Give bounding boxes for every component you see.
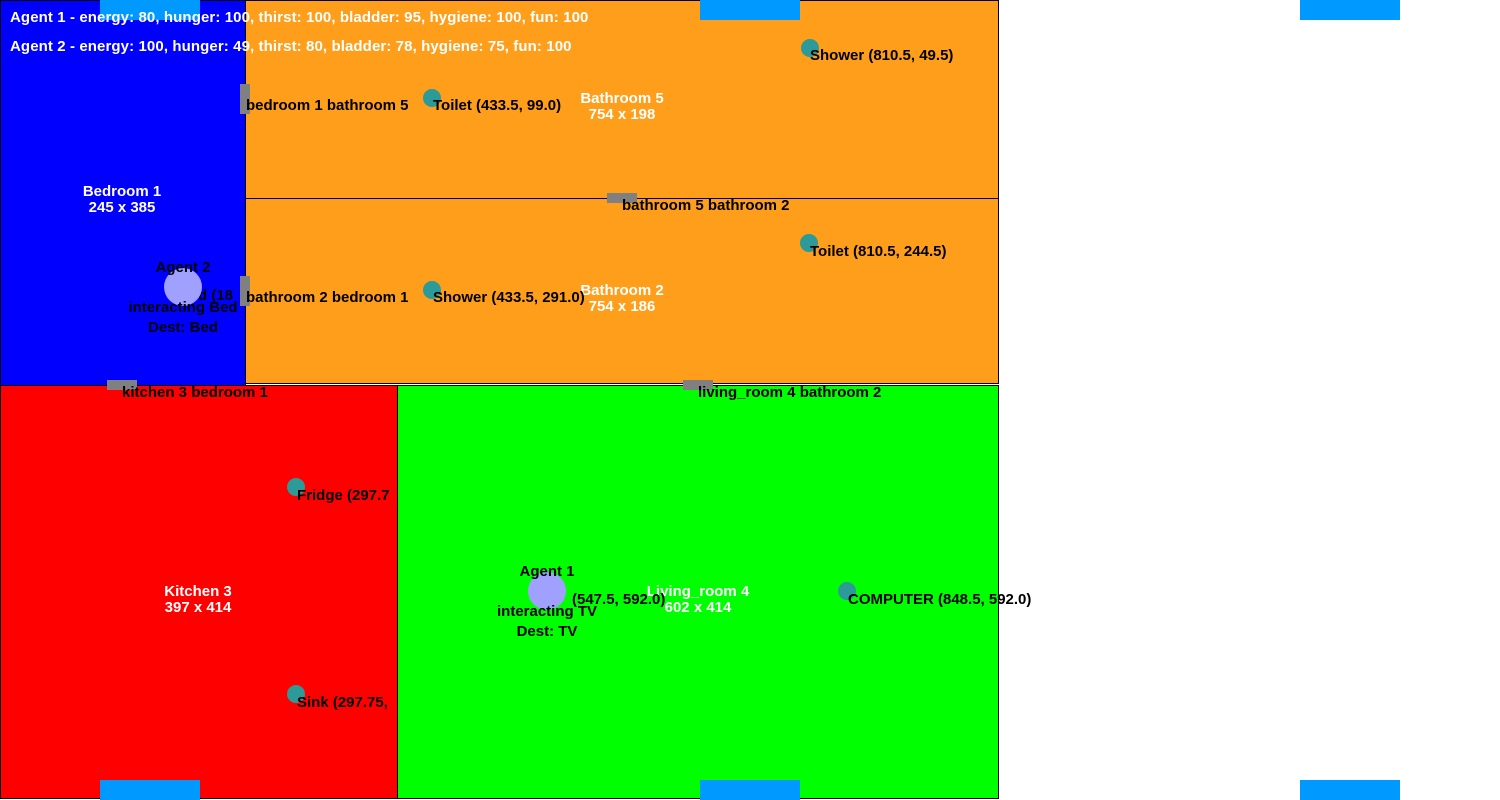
door-label-bedroom1-bathroom5: bedroom 1 bathroom 5 [246, 97, 409, 114]
door-living4-bathroom2[interactable] [683, 380, 713, 390]
agent-1-avatar[interactable] [528, 572, 566, 610]
fridge-icon[interactable] [287, 478, 305, 496]
agent-1-status: interacting TV [496, 603, 598, 620]
room-label-living-room-4: Living_room 4 602 x 414 [647, 584, 750, 616]
agent-2-label: Agent 2 interacting Bed Dest: Bed [128, 258, 237, 338]
shower-icon[interactable] [423, 281, 441, 299]
agent-2-avatar[interactable] [164, 268, 202, 306]
door-bathroom2-bedroom1[interactable] [240, 276, 250, 306]
room-bedroom-1 [0, 0, 246, 386]
room-label-bathroom-5: Bathroom 5 754 x 198 [580, 91, 663, 123]
door-label-bathroom5-bathroom2: bathroom 5 bathroom 2 [622, 197, 790, 214]
window-top-3 [1300, 0, 1400, 20]
room-name: Bathroom 2 [580, 282, 664, 299]
room-living-room-4 [397, 385, 999, 799]
room-label-bedroom-1: Bedroom 1 245 x 385 [83, 184, 161, 216]
room-name: Living_room 4 [646, 583, 750, 600]
room-size: 602 x 414 [664, 599, 732, 616]
window-bottom-1 [100, 780, 200, 800]
room-kitchen-3 [0, 385, 398, 799]
window-bottom-2 [700, 780, 800, 800]
object-label-tv: (547.5, 592.0) [572, 591, 666, 608]
room-size: 245 x 385 [88, 199, 156, 216]
agent-1-label: Agent 1 interacting TV Dest: TV [497, 562, 597, 642]
room-bathroom-2 [245, 198, 999, 384]
door-bedroom1-bathroom5[interactable] [240, 84, 250, 114]
object-label-computer: COMPUTER (848.5, 592.0) [848, 591, 1032, 608]
toilet-icon[interactable] [423, 89, 441, 107]
room-bathroom-5 [245, 0, 999, 199]
agent-1-name: Agent 1 [519, 563, 575, 580]
agent-1-dest: Dest: TV [516, 623, 578, 640]
room-name: Bedroom 1 [82, 183, 162, 200]
object-label-fridge: Fridge (297.7 [297, 487, 390, 504]
sink-icon[interactable] [287, 685, 305, 703]
door-bathroom5-bathroom2[interactable] [607, 193, 637, 203]
room-name: Kitchen 3 [164, 583, 232, 600]
object-label-shower-bathroom2: Shower (433.5, 291.0) [433, 289, 585, 306]
room-name: Bathroom 5 [580, 90, 664, 107]
door-label-kitchen3-bedroom1: kitchen 3 bedroom 1 [122, 384, 268, 401]
shower-icon[interactable] [801, 39, 819, 57]
window-top-2 [700, 0, 800, 20]
object-label-shower-bathroom5: Shower (810.5, 49.5) [810, 47, 954, 64]
object-label-sink: Sink (297.75, [297, 694, 388, 711]
toilet-icon[interactable] [800, 234, 818, 252]
window-bottom-3 [1300, 780, 1400, 800]
agent-2-dest: Dest: Bed [147, 319, 218, 336]
room-label-kitchen-3: Kitchen 3 397 x 414 [164, 584, 232, 616]
agent-2-status: interacting Bed [128, 299, 238, 316]
object-label-bed: d (18 [198, 287, 234, 304]
room-size: 754 x 186 [588, 298, 656, 315]
room-size: 397 x 414 [164, 599, 232, 616]
door-kitchen3-bedroom1[interactable] [107, 380, 137, 390]
agent-1-stats: Agent 1 - energy: 80, hunger: 100, thirs… [10, 9, 589, 26]
door-label-living4-bathroom2: living_room 4 bathroom 2 [698, 384, 882, 401]
computer-icon[interactable] [838, 582, 856, 600]
room-label-bathroom-2: Bathroom 2 754 x 186 [580, 283, 663, 315]
room-size: 754 x 198 [588, 106, 656, 123]
door-label-bathroom2-bedroom1: bathroom 2 bedroom 1 [246, 289, 409, 306]
object-label-toilet-bathroom5: Toilet (433.5, 99.0) [433, 97, 562, 114]
agent-2-stats: Agent 2 - energy: 100, hunger: 49, thirs… [10, 38, 572, 55]
object-label-toilet-bathroom2: Toilet (810.5, 244.5) [810, 243, 947, 260]
window-top-1 [100, 0, 200, 20]
agent-2-name: Agent 2 [155, 259, 211, 276]
